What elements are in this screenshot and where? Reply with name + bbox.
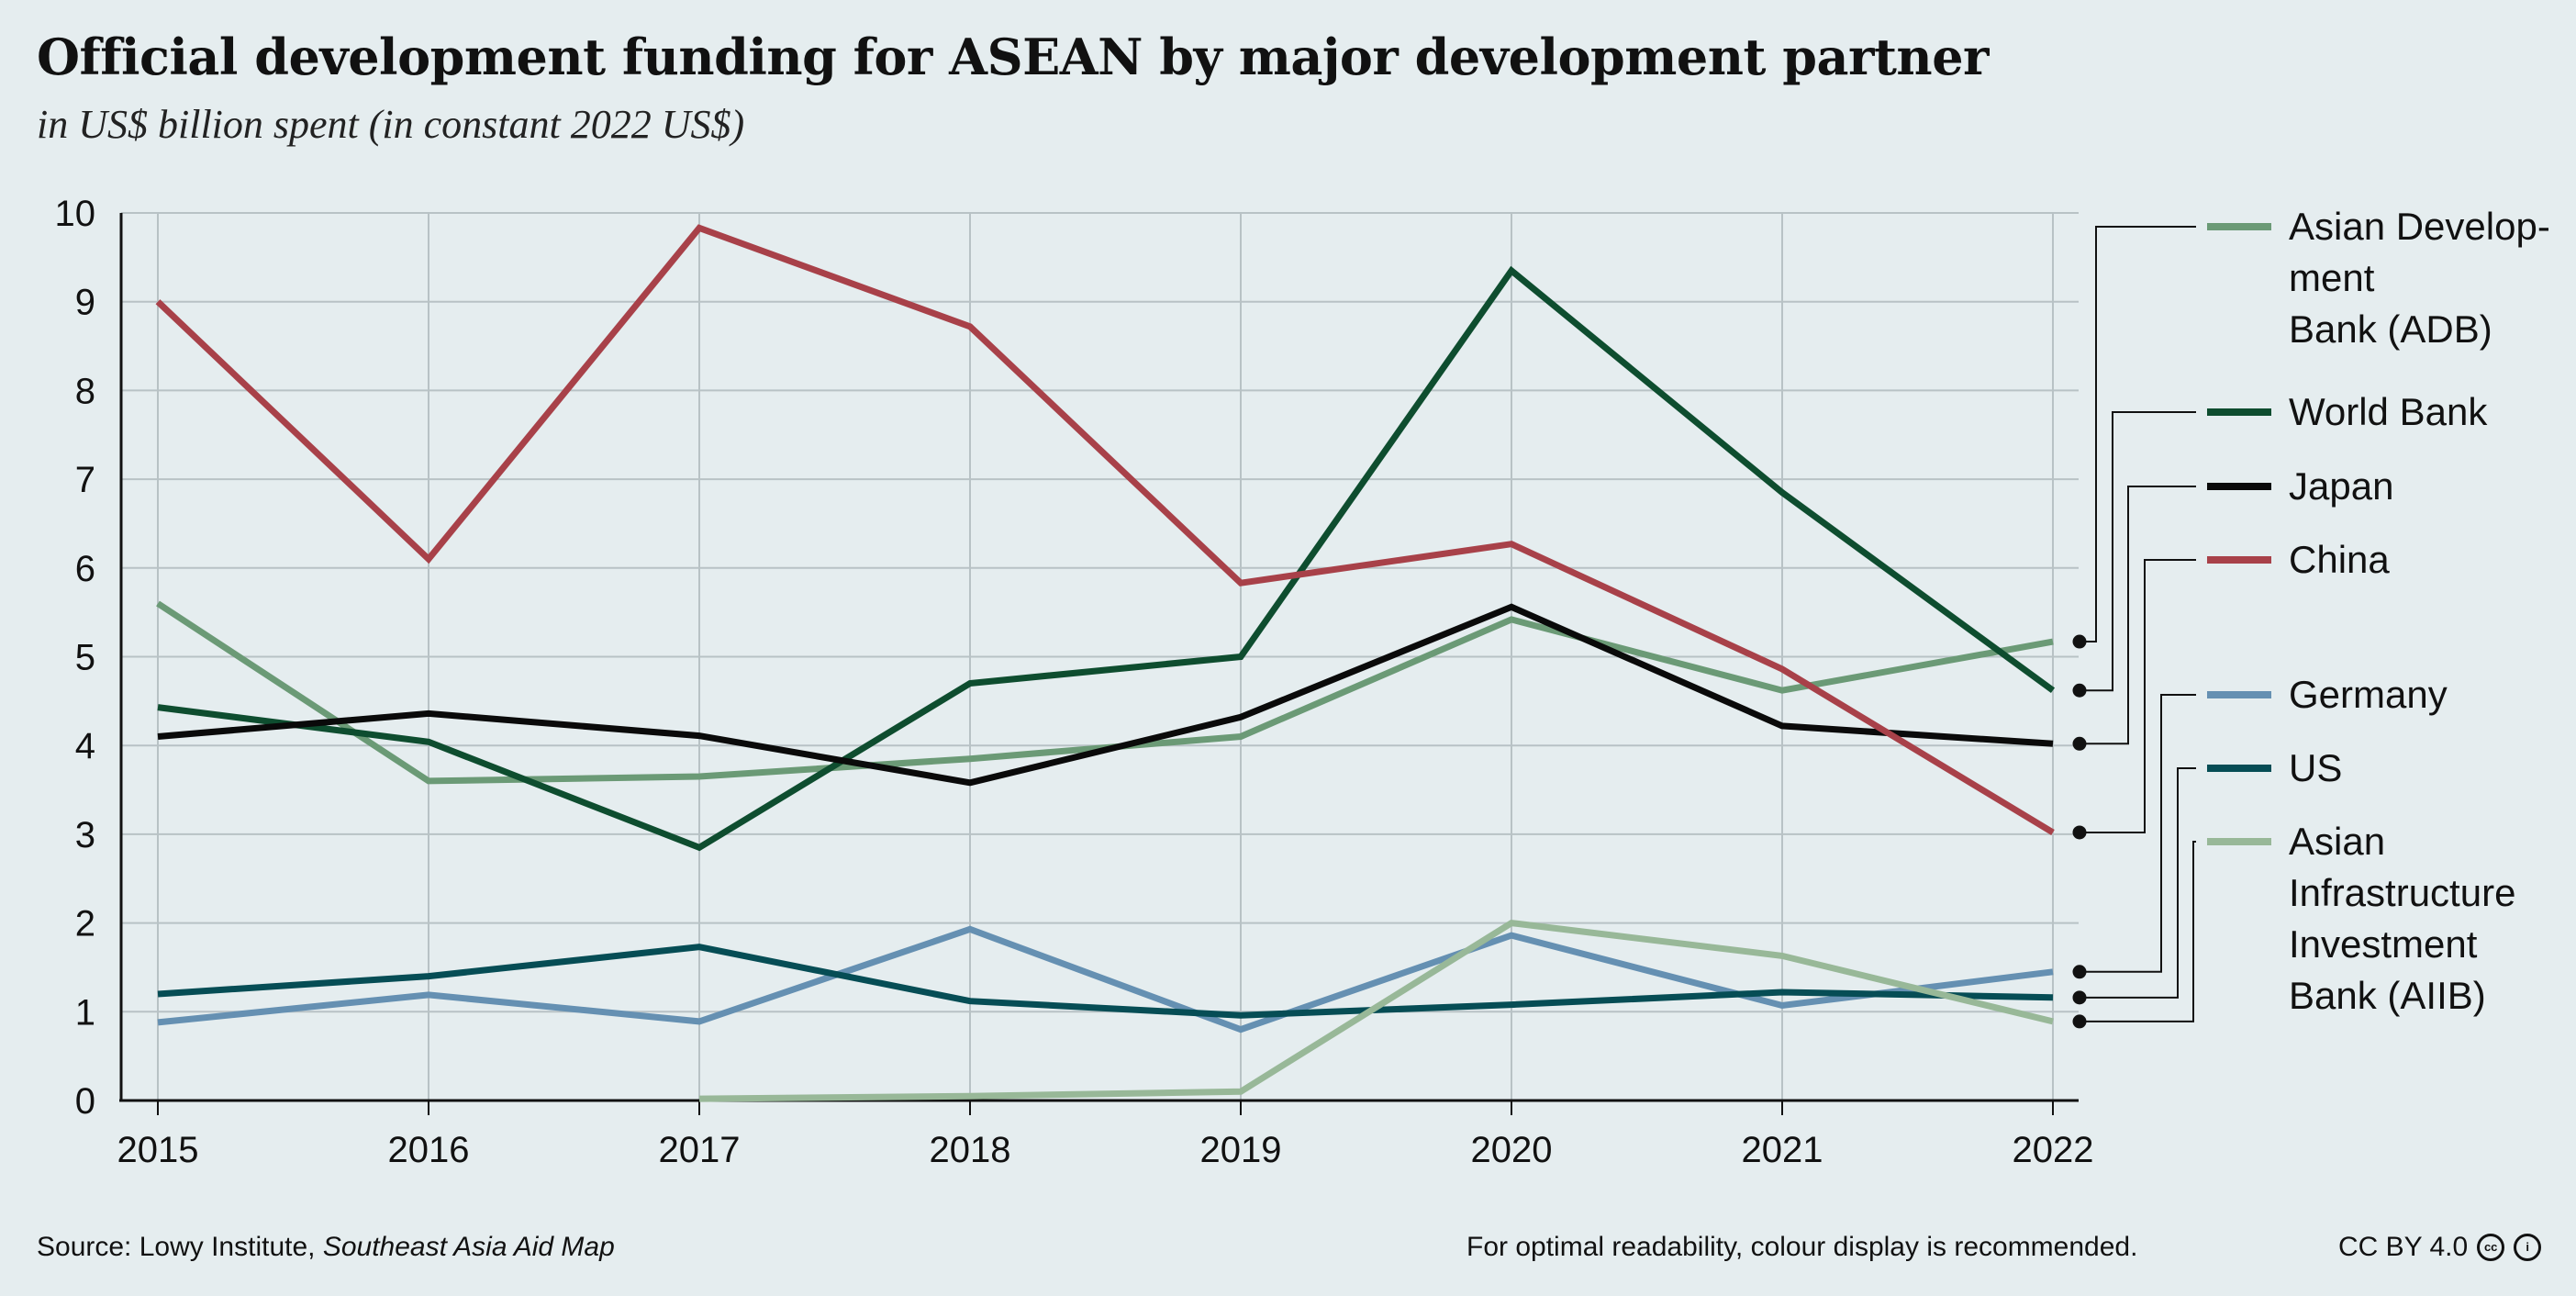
legend-leader-line xyxy=(2080,486,2196,745)
legend-leader-line xyxy=(2080,226,2196,643)
legend-leader-line xyxy=(2080,559,2196,833)
legend-leader-line xyxy=(2080,694,2196,973)
legend-label: Bank (ADB) xyxy=(2289,307,2492,351)
x-tick-label: 2020 xyxy=(1471,1130,1553,1170)
y-tick-label: 1 xyxy=(75,992,95,1033)
x-tick-label: 2018 xyxy=(930,1130,1011,1170)
legend-label: Asian Develop- xyxy=(2289,205,2550,248)
legend-label: Asian xyxy=(2289,820,2385,863)
legend-label: Germany xyxy=(2289,673,2448,716)
license-text: CC BY 4.0 xyxy=(2338,1232,2469,1262)
series-line-0 xyxy=(156,600,2054,785)
y-tick-label: 4 xyxy=(75,726,95,766)
x-tick-label: 2016 xyxy=(388,1130,470,1170)
y-tick-label: 0 xyxy=(75,1081,95,1122)
chart-subtitle: in US$ billion spent (in constant 2022 U… xyxy=(37,102,745,147)
y-tick-label: 2 xyxy=(75,904,95,944)
y-tick-label: 5 xyxy=(75,638,95,678)
series-line-4 xyxy=(157,925,2054,1033)
license: CC BY 4.0 cc i xyxy=(2338,1232,2542,1263)
x-tick-label: 2015 xyxy=(117,1130,199,1170)
source-note: Source: Lowy Institute, Southeast Asia A… xyxy=(37,1232,615,1263)
legend-label: World Bank xyxy=(2289,390,2488,433)
y-tick-label: 9 xyxy=(75,283,95,323)
series-line-1 xyxy=(157,265,2056,852)
legend-leader-line xyxy=(2080,767,2196,999)
legend-label: ment xyxy=(2289,256,2375,299)
x-tick-label: 2019 xyxy=(1200,1130,1282,1170)
y-tick-label: 3 xyxy=(75,815,95,855)
attribution-icon: i xyxy=(2514,1234,2542,1261)
y-tick-label: 7 xyxy=(75,460,95,500)
readability-note: For optimal readability, colour display … xyxy=(1466,1232,2138,1262)
series-line-2 xyxy=(157,603,2054,787)
source-title: Southeast Asia Aid Map xyxy=(322,1232,615,1262)
source-prefix: Source: Lowy Institute, xyxy=(37,1232,323,1262)
legend-label: Investment xyxy=(2289,922,2478,966)
y-tick-label: 6 xyxy=(75,549,95,589)
legend-label: Bank (AIIB) xyxy=(2289,974,2486,1017)
legend-label: China xyxy=(2289,538,2390,581)
y-tick-label: 8 xyxy=(75,371,95,411)
series-line-6 xyxy=(698,919,2054,1102)
legend-leader-line xyxy=(2080,411,2196,692)
chart-title: Official development funding for ASEAN b… xyxy=(37,28,1990,86)
x-tick-label: 2021 xyxy=(1742,1130,1823,1170)
series-line-5 xyxy=(157,944,2054,1019)
legend-label: Japan xyxy=(2289,464,2393,508)
series-line-3 xyxy=(155,224,2055,835)
legend-label: US xyxy=(2289,746,2342,789)
creative-commons-icon: cc xyxy=(2477,1234,2505,1261)
legend-label: Infrastructure xyxy=(2289,871,2515,914)
x-tick-label: 2017 xyxy=(659,1130,741,1170)
x-tick-label: 2022 xyxy=(2013,1130,2094,1170)
legend-leader-line xyxy=(2080,841,2196,1022)
y-tick-label: 10 xyxy=(55,194,96,234)
